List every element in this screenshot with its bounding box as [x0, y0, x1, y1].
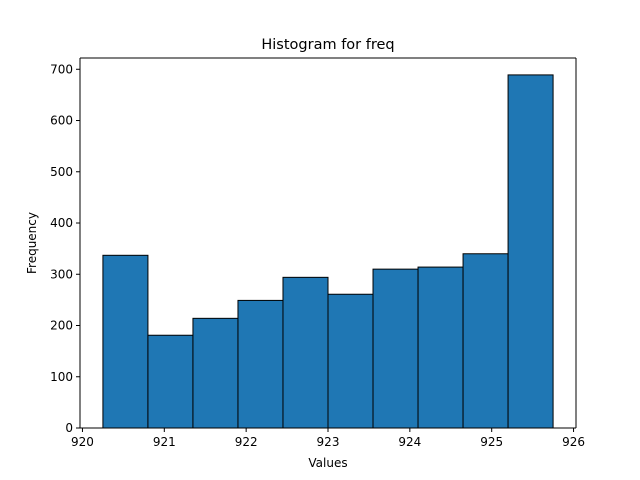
x-tick-label: 926: [562, 435, 585, 449]
y-tick-label: 400: [50, 216, 73, 230]
x-tick-label: 920: [71, 435, 94, 449]
histogram-bar: [192, 317, 239, 429]
y-ticks-group: 0 100 200 300 400 500 600 700: [50, 62, 80, 435]
histogram-bar: [372, 268, 419, 429]
histogram-bar: [282, 276, 329, 429]
axes-group: [79, 57, 577, 429]
x-tick-label: 922: [235, 435, 258, 449]
histogram-bar: [102, 254, 149, 429]
x-tick-label: 923: [317, 435, 340, 449]
histogram-bar: [327, 293, 374, 429]
y-tick-label: 100: [50, 370, 73, 384]
y-tick-label: 600: [50, 114, 73, 128]
bars-group: [102, 74, 554, 429]
y-tick-label: 500: [50, 165, 73, 179]
x-tick-label: 924: [398, 435, 421, 449]
x-tick-label: 925: [480, 435, 503, 449]
histogram-bar: [462, 253, 509, 429]
x-axis-label: Values: [308, 456, 347, 470]
y-tick-label: 700: [50, 62, 73, 76]
chart-title: Histogram for freq: [261, 37, 394, 53]
histogram-bar: [417, 266, 464, 429]
y-tick-label: 300: [50, 267, 73, 281]
histogram-bar: [147, 334, 194, 429]
histogram-bar: [507, 74, 554, 429]
x-ticks-group: 920 921 922 923 924 925 926: [71, 428, 585, 449]
x-tick-label: 921: [153, 435, 176, 449]
y-tick-label: 200: [50, 319, 73, 333]
histogram-bar: [237, 299, 284, 429]
y-tick-label: 0: [65, 421, 73, 435]
y-axis-label: Frequency: [25, 212, 39, 274]
